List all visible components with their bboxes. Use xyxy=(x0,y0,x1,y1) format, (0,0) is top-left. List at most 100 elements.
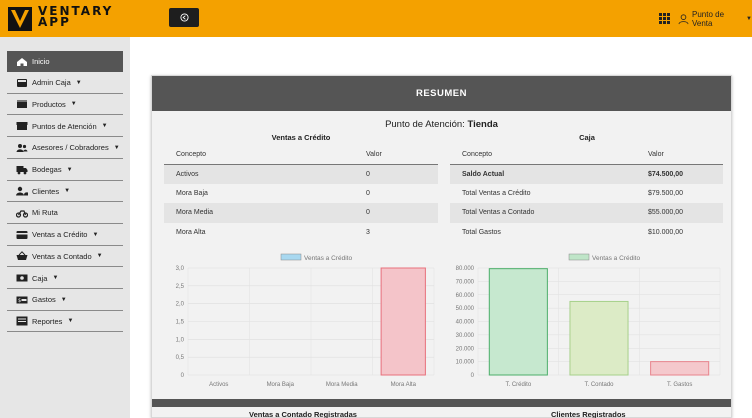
chart-legend: Ventas a Crédito xyxy=(568,253,640,262)
caret-down-icon: ▼ xyxy=(101,123,108,130)
y-tick-label: 1,0 xyxy=(176,337,185,343)
table-cell: $74.500,00 xyxy=(636,164,723,184)
table-row: Total Ventas a Contado $55.000,00 xyxy=(450,203,723,223)
sidebar-item-gastos[interactable]: $ Gastos ▼ xyxy=(7,290,123,311)
svg-text:$: $ xyxy=(18,298,21,304)
sidebar-toggle-button[interactable] xyxy=(169,8,199,27)
table-cell: 3 xyxy=(366,228,370,236)
x-tick-label: T. Crédito xyxy=(505,382,531,388)
sidebar-item-reportes[interactable]: Reportes ▼ xyxy=(7,311,123,333)
truck-icon xyxy=(16,165,28,174)
y-tick-label: 50.000 xyxy=(456,306,475,312)
top-navbar: VENTARY APP Punto de Venta ▼ xyxy=(0,0,752,37)
sidebar-item-label: Reportes xyxy=(32,316,63,326)
column-header: Valor xyxy=(354,145,438,165)
y-tick-label: 40.000 xyxy=(456,320,475,326)
app-logo[interactable]: VENTARY APP xyxy=(8,5,118,32)
chart-bar xyxy=(380,267,426,376)
table-row: Mora Alta 3 xyxy=(164,223,438,243)
chart-legend: Ventas a Crédito xyxy=(280,253,352,262)
motorcycle-icon xyxy=(16,210,28,218)
home-icon xyxy=(17,57,27,66)
table-cell: $10.000,00 xyxy=(648,228,684,236)
logo-mark-icon xyxy=(8,7,32,31)
sidebar-item-caja[interactable]: Caja ▼ xyxy=(7,268,123,289)
table-cell: Mora Baja xyxy=(176,189,208,197)
money-bill-icon: $ xyxy=(16,296,28,304)
sidebar-item-bodegas[interactable]: Bodegas ▼ xyxy=(7,160,123,181)
user-menu-dropdown[interactable]: Punto de Venta ▼ xyxy=(678,10,752,28)
ventas-contado-title: Ventas a Contado Registradas xyxy=(249,410,357,418)
apps-grid-icon[interactable] xyxy=(659,13,670,24)
sidebar-item-label: Caja xyxy=(32,273,48,283)
caret-down-icon: ▼ xyxy=(70,101,77,108)
caret-down-icon: ▼ xyxy=(92,231,99,238)
table-cell: 0 xyxy=(354,164,438,184)
clientes-registrados-title: Clientes Registrados xyxy=(551,410,626,418)
legend-label: Ventas a Crédito xyxy=(592,255,640,262)
sidebar-item-label: Puntos de Atención xyxy=(32,121,97,131)
sidebar-item-productos[interactable]: Productos ▼ xyxy=(7,94,123,116)
y-tick-label: 30.000 xyxy=(456,333,475,339)
table-row: Total Gastos $10.000,00 xyxy=(450,223,723,243)
cash-icon xyxy=(16,274,28,282)
caret-down-icon: ▼ xyxy=(96,253,103,260)
credit-section-title: Ventas a Crédito xyxy=(271,133,331,142)
table-cell: Total Ventas a Crédito xyxy=(462,189,531,197)
table-row: Mora Baja 0 xyxy=(164,184,438,204)
sidebar-item-clientes[interactable]: Clientes ▼ xyxy=(7,181,123,203)
basket-icon xyxy=(16,251,28,261)
users-icon xyxy=(16,143,28,152)
chart-bar xyxy=(569,300,629,376)
legend-swatch xyxy=(568,253,590,261)
caja-table: Concepto Valor Saldo Actual $74.500,00 Tot… xyxy=(450,145,723,242)
x-tick-label: T. Gastos xyxy=(667,382,692,388)
sidebar-item-ventas-a-contado[interactable]: Ventas a Contado ▼ xyxy=(7,246,123,268)
sidebar-item-label: Mi Ruta xyxy=(32,208,58,218)
store-icon xyxy=(16,122,28,131)
sidebar: Inicio Admin Caja ▼ Productos ▼ Puntos de Ate… xyxy=(0,37,130,418)
chevron-down-icon: ▼ xyxy=(746,15,752,22)
table-cell: Total Gastos xyxy=(462,228,501,236)
sidebar-item-label: Bodegas xyxy=(32,165,62,174)
table-cell: 0 xyxy=(366,189,370,197)
legend-label: Ventas a Crédito xyxy=(304,255,352,262)
credit-card-icon xyxy=(16,230,28,239)
y-tick-label: 70.000 xyxy=(456,279,475,285)
sidebar-item-inicio[interactable]: Inicio xyxy=(7,51,123,72)
y-tick-label: 20.000 xyxy=(456,346,475,352)
logo-text-bottom: APP xyxy=(38,15,71,29)
summary-header: RESUMEN xyxy=(152,76,731,111)
y-tick-label: 80.000 xyxy=(456,266,475,272)
y-tick-label: 2,0 xyxy=(176,302,185,308)
table-cell: Saldo Actual xyxy=(450,164,636,184)
column-header: Concepto xyxy=(164,145,354,165)
credit-chart-svg: Ventas a Crédito 0 0,5 1,0 1,5 2,0 2,5 3,0 Activ… xyxy=(176,253,435,388)
main-content: RESUMEN Punto de Atención: Tienda Ventas… xyxy=(130,37,752,418)
report-icon xyxy=(16,316,28,326)
user-icon xyxy=(678,13,689,24)
table-row: Total Ventas a Crédito $79.500,00 xyxy=(450,184,723,204)
sidebar-item-ventas-a-credito[interactable]: Ventas a Crédito ▼ xyxy=(7,225,123,246)
sidebar-item-admin-caja[interactable]: Admin Caja ▼ xyxy=(7,73,123,94)
sidebar-item-label: Ventas a Crédito xyxy=(32,230,88,240)
table-header-row: Concepto Valor xyxy=(450,145,723,165)
column-header: Valor xyxy=(636,145,723,165)
credit-table: Concepto Valor Activos 0 Mora Baja 0 Mora Me… xyxy=(164,145,438,242)
caret-down-icon: ▼ xyxy=(52,275,59,281)
sidebar-item-label: Admin Caja xyxy=(32,78,71,88)
y-tick-label: 1,5 xyxy=(176,320,185,326)
sidebar-item-label: Productos xyxy=(32,99,66,109)
table-row: Saldo Actual $74.500,00 xyxy=(450,164,723,184)
sidebar-item-puntos-de-atencion[interactable]: Puntos de Atención ▼ xyxy=(7,116,123,138)
summary-card: RESUMEN Punto de Atención: Tienda Ventas… xyxy=(151,75,732,418)
user-group-icon xyxy=(16,186,28,196)
y-tick-label: 10.000 xyxy=(456,360,475,366)
y-tick-label: 0,5 xyxy=(176,355,185,361)
y-tick-label: 0 xyxy=(471,373,475,379)
sidebar-item-mi-ruta[interactable]: Mi Ruta xyxy=(7,203,123,224)
sidebar-item-asesores-cobradores[interactable]: Asesores / Cobradores ▼ xyxy=(7,138,123,159)
sidebar-item-label: Asesores / Cobradores xyxy=(32,143,109,153)
caret-down-icon: ▼ xyxy=(75,79,82,86)
table-cell: $79.500,00 xyxy=(648,189,684,197)
